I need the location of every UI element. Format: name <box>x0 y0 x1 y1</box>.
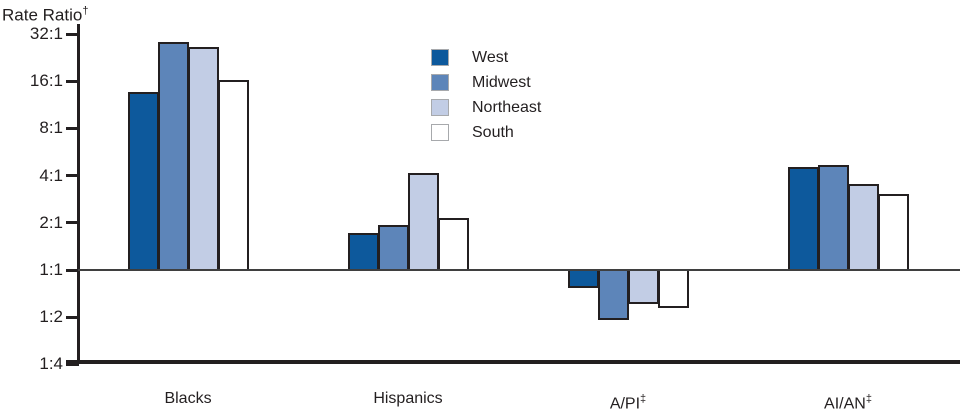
y-tick-label-1-4: 1:4 <box>39 354 63 374</box>
bar-south-hispanics <box>438 218 469 271</box>
x-category-label-text: Hispanics <box>373 390 443 407</box>
x-category-label-double-dagger: ‡ <box>640 393 647 405</box>
legend-label-west: West <box>472 49 509 66</box>
bar-midwest-blacks <box>158 42 189 271</box>
bar-west-ai-an <box>788 166 819 271</box>
x-category-label-text: A/PI <box>609 395 641 413</box>
bar-west-hispanics <box>348 232 379 271</box>
x-category-label-text: AI/AN <box>824 395 866 413</box>
bar-northeast-blacks <box>188 47 219 271</box>
bar-midwest-ai-an <box>818 165 849 271</box>
x-category-label-blacks: Blacks <box>108 390 268 408</box>
bar-south-a-pi <box>658 269 689 308</box>
legend-item-northeast: Northeast <box>431 99 541 116</box>
legend-item-south: South <box>431 124 541 141</box>
legend-label-northeast: Northeast <box>472 99 542 116</box>
y-tick-mark-4-1 <box>66 174 79 178</box>
y-axis-line <box>77 24 80 364</box>
y-tick-mark-1-1 <box>66 268 79 272</box>
bottom-axis-line <box>66 360 960 364</box>
y-tick-label-4-1: 4:1 <box>39 165 63 185</box>
bar-northeast-ai-an <box>848 183 879 271</box>
legend-item-west: West <box>431 49 541 66</box>
bar-northeast-hispanics <box>408 172 439 271</box>
y-tick-label-32-1: 32:1 <box>29 24 63 43</box>
y-axis-title: Rate Ratio† <box>2 5 88 26</box>
legend-swatch-midwest <box>431 74 449 91</box>
bar-south-blacks <box>218 80 249 271</box>
y-axis-title-dagger: † <box>82 5 89 17</box>
y-tick-label-1-2: 1:2 <box>39 307 63 327</box>
y-tick-label-16-1: 16:1 <box>29 71 63 91</box>
x-category-label-ai-an: AI/AN‡ <box>768 390 928 413</box>
x-category-label-hispanics: Hispanics <box>328 390 488 408</box>
baseline-gridline-1-1 <box>78 269 960 271</box>
y-tick-mark-32-1 <box>66 32 79 36</box>
y-axis-title-text: Rate Ratio <box>2 5 83 25</box>
bar-midwest-a-pi <box>598 269 629 321</box>
legend: West Midwest Northeast South <box>431 49 541 141</box>
legend-label-midwest: Midwest <box>472 74 531 91</box>
x-category-label-a-pi: A/PI‡ <box>548 390 708 413</box>
bar-midwest-hispanics <box>378 225 409 271</box>
bar-west-a-pi <box>568 269 599 289</box>
y-tick-mark-2-1 <box>66 221 79 225</box>
legend-item-midwest: Midwest <box>431 74 541 91</box>
bar-west-blacks <box>128 91 159 271</box>
legend-swatch-south <box>431 124 449 141</box>
y-tick-mark-1-4 <box>66 362 79 366</box>
legend-label-south: South <box>472 124 514 141</box>
x-category-label-double-dagger: ‡ <box>865 393 872 405</box>
legend-swatch-west <box>431 49 449 66</box>
y-tick-label-8-1: 8:1 <box>39 118 63 138</box>
y-tick-mark-1-2 <box>66 315 79 319</box>
legend-swatch-northeast <box>431 99 449 116</box>
y-tick-label-1-1: 1:1 <box>39 260 63 279</box>
y-tick-label-2-1: 2:1 <box>39 212 63 232</box>
bar-south-ai-an <box>878 194 909 271</box>
bar-northeast-a-pi <box>628 269 659 305</box>
y-tick-mark-8-1 <box>66 126 79 130</box>
x-category-label-text: Blacks <box>164 390 212 407</box>
y-tick-mark-16-1 <box>66 79 79 83</box>
